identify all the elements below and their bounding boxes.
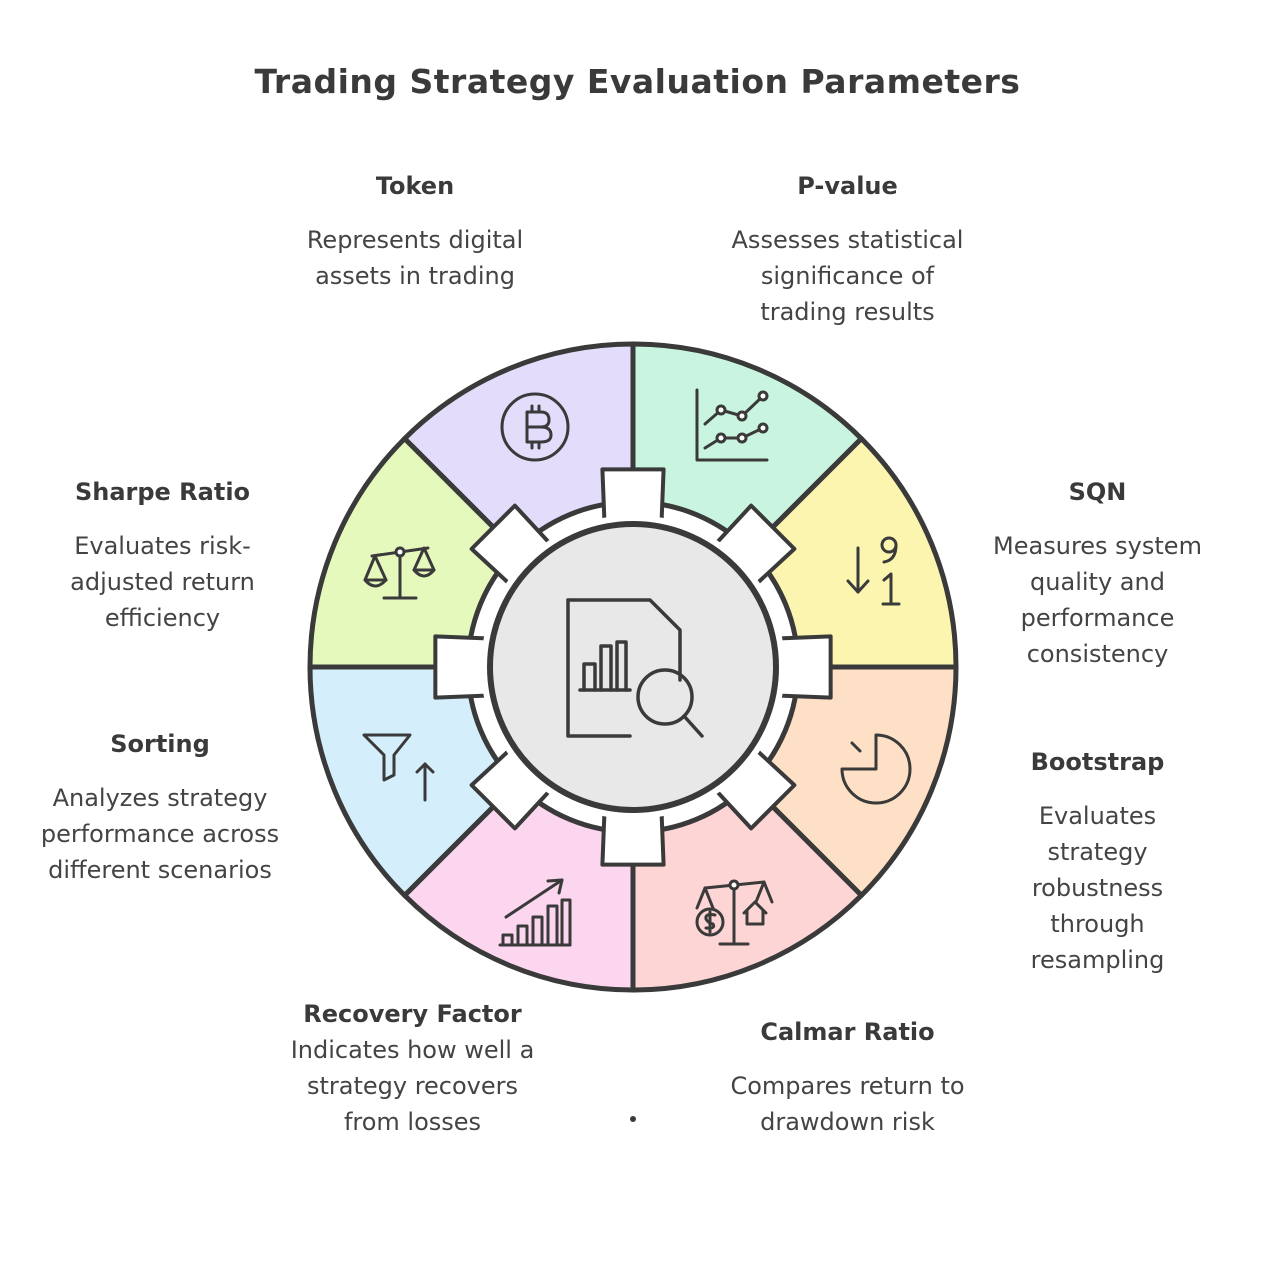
hub-tab — [433, 634, 488, 700]
scale-dollar-house-icon — [695, 879, 774, 946]
hub-tab — [600, 467, 666, 522]
pie-chart-icon — [840, 733, 912, 805]
recovery-label: Recovery Factor Indicates how well a str… — [290, 996, 535, 1140]
sorting-title: Sorting — [110, 730, 210, 758]
sorting-label: Sorting Analyzes strategy performance ac… — [40, 726, 280, 888]
decorative-dot — [630, 1116, 636, 1122]
growth-bars-icon — [498, 878, 572, 947]
sharpe-description: Evaluates risk-adjusted return efficienc… — [70, 532, 255, 632]
pvalue-label: P-value Assesses statistical significanc… — [725, 168, 970, 330]
sorting-description: Analyzes strategy performance across dif… — [40, 784, 280, 884]
report-magnifier-icon — [566, 598, 704, 738]
pvalue-description: Assesses statistical significance of tra… — [731, 226, 964, 326]
hub-tab — [600, 812, 666, 867]
sqn-title: SQN — [1068, 478, 1127, 506]
calmar-title: Calmar Ratio — [760, 1018, 935, 1046]
sort-9-1-icon — [846, 536, 901, 606]
segment-sharpe — [307, 436, 519, 670]
sharpe-title: Sharpe Ratio — [74, 478, 251, 506]
hub-tab — [778, 634, 833, 700]
calmar-description: Compares return to drawdown risk — [730, 1072, 965, 1136]
bitcoin-icon — [500, 392, 570, 462]
funnel-sort-icon — [362, 733, 435, 802]
sharpe-label: Sharpe Ratio Evaluates risk-adjusted ret… — [40, 474, 285, 636]
line-chart-icon — [695, 388, 769, 462]
recovery-description: Indicates how well a strategy recovers f… — [290, 1036, 535, 1136]
bootstrap-title: Bootstrap — [1030, 748, 1165, 776]
sqn-description: Measures system quality and performance … — [993, 532, 1202, 668]
diagram-title: Trading Strategy Evaluation Parameters — [254, 62, 1021, 101]
center-hub — [487, 521, 779, 813]
pvalue-title: P-value — [797, 172, 898, 200]
token-description: Represents digital assets in trading — [306, 226, 524, 290]
bootstrap-label: Bootstrap Evaluates strategy robustness … — [990, 744, 1205, 978]
recovery-title: Recovery Factor — [303, 1000, 522, 1028]
token-label: Token Represents digital assets in tradi… — [285, 168, 545, 294]
balance-scale-icon — [363, 546, 436, 600]
bootstrap-description: Evaluates strategy robustness through re… — [1030, 802, 1165, 974]
token-title: Token — [375, 172, 455, 200]
calmar-label: Calmar Ratio Compares return to drawdown… — [715, 1014, 980, 1140]
sqn-label: SQN Measures system quality and performa… — [980, 474, 1215, 672]
